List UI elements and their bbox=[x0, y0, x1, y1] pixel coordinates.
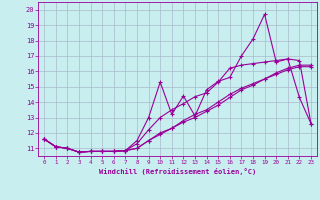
X-axis label: Windchill (Refroidissement éolien,°C): Windchill (Refroidissement éolien,°C) bbox=[99, 168, 256, 175]
